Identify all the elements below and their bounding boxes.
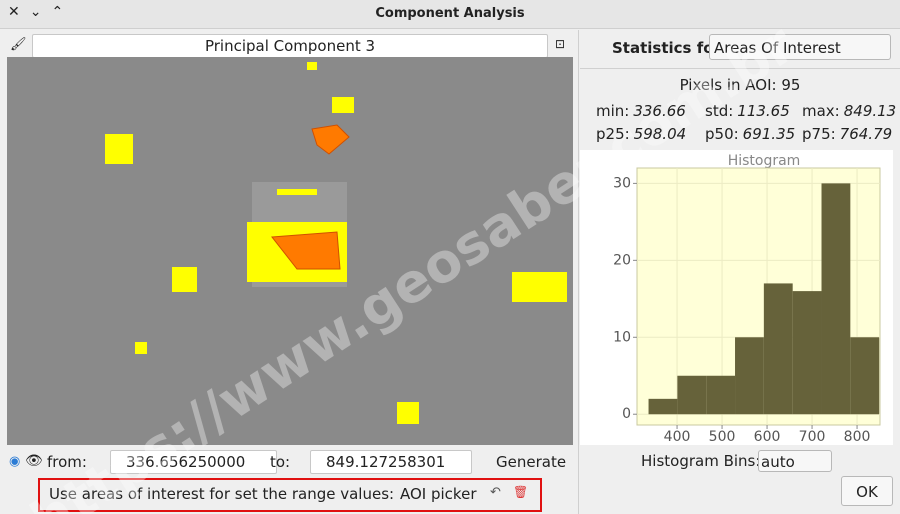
bins-label: Histogram Bins: — [641, 452, 761, 470]
brush-icon[interactable]: 🖌 — [10, 37, 27, 52]
histogram: Histogram 400 500 600 700 800 0 10 20 30 — [580, 150, 893, 445]
window-controls[interactable]: ✕⌄⌃ — [8, 4, 74, 20]
window-title: Component Analysis — [375, 6, 525, 21]
stat-value: 849.13 — [843, 102, 897, 120]
stat-value: 764.79 — [839, 125, 893, 143]
pixels-count: Pixels in AOI: 95 — [679, 76, 801, 94]
y-tick-label: 20 — [613, 252, 631, 268]
y-tick-label: 10 — [613, 329, 631, 345]
y-tick-label: 30 — [613, 175, 631, 191]
divider — [578, 30, 579, 514]
generate-button[interactable]: Generate — [496, 453, 567, 471]
bar — [821, 183, 851, 415]
stat-value: 336.66 — [633, 102, 686, 120]
stat-label: std: — [705, 102, 734, 120]
radio[interactable]: ◉ — [9, 454, 21, 469]
aoi-text: Use areas of interest for set the range … — [49, 485, 395, 503]
stat-item: p50: 691.35 — [705, 125, 795, 143]
highlight-box — [38, 478, 542, 512]
stat-value: 598.04 — [633, 125, 687, 143]
bar — [735, 337, 764, 415]
x-tick-label: 700 — [799, 429, 826, 445]
stat-label: p50: — [705, 125, 739, 143]
x-tick-label: 500 — [709, 429, 736, 445]
zoom-icon[interactable]: ⊡ — [555, 37, 566, 51]
separator — [580, 68, 900, 69]
eye-icon[interactable]: 👁 — [25, 453, 43, 469]
bar — [763, 283, 793, 415]
chart-title: Histogram — [728, 153, 801, 169]
stat-item: min: 336.66 — [596, 102, 686, 120]
bar — [648, 398, 678, 415]
from-input[interactable]: 336.656250000 — [110, 450, 277, 474]
stat-label: max: — [802, 102, 840, 120]
to-input[interactable]: 849.127258301 — [310, 450, 472, 474]
stat-label: p25: — [596, 125, 630, 143]
stat-label: p75: — [802, 125, 836, 143]
ok-button[interactable]: OK — [841, 476, 893, 506]
stat-item: p25: 598.04 — [596, 125, 686, 143]
bar — [850, 337, 880, 415]
from-label: from: — [47, 453, 87, 471]
raster-view[interactable] — [7, 57, 573, 445]
undo-icon[interactable]: ↶ — [490, 485, 501, 500]
x-tick-label: 800 — [844, 429, 871, 445]
delete-icon[interactable]: 🗑 — [513, 485, 529, 499]
bins-combo[interactable]: auto — [758, 450, 832, 472]
stats-combo[interactable]: Areas Of Interest — [709, 34, 891, 60]
stat-value: 691.35 — [742, 125, 796, 143]
stat-value: 113.65 — [737, 102, 790, 120]
bar — [677, 375, 707, 415]
stats-label: Statistics for: — [612, 39, 727, 57]
stat-item: max: 849.13 — [802, 102, 896, 120]
layer-title: Principal Component 3 — [32, 34, 548, 58]
to-label: to: — [270, 453, 291, 471]
stat-item: p75: 764.79 — [802, 125, 892, 143]
x-tick-label: 400 — [664, 429, 691, 445]
title-bar — [0, 0, 900, 29]
stat-label: min: — [596, 102, 630, 120]
aoi-picker[interactable]: AOI picker — [400, 485, 477, 503]
x-tick-label: 600 — [754, 429, 781, 445]
bar — [706, 375, 736, 415]
stat-item: std: 113.65 — [705, 102, 790, 120]
bar — [792, 291, 822, 415]
y-tick-label: 0 — [622, 406, 631, 422]
